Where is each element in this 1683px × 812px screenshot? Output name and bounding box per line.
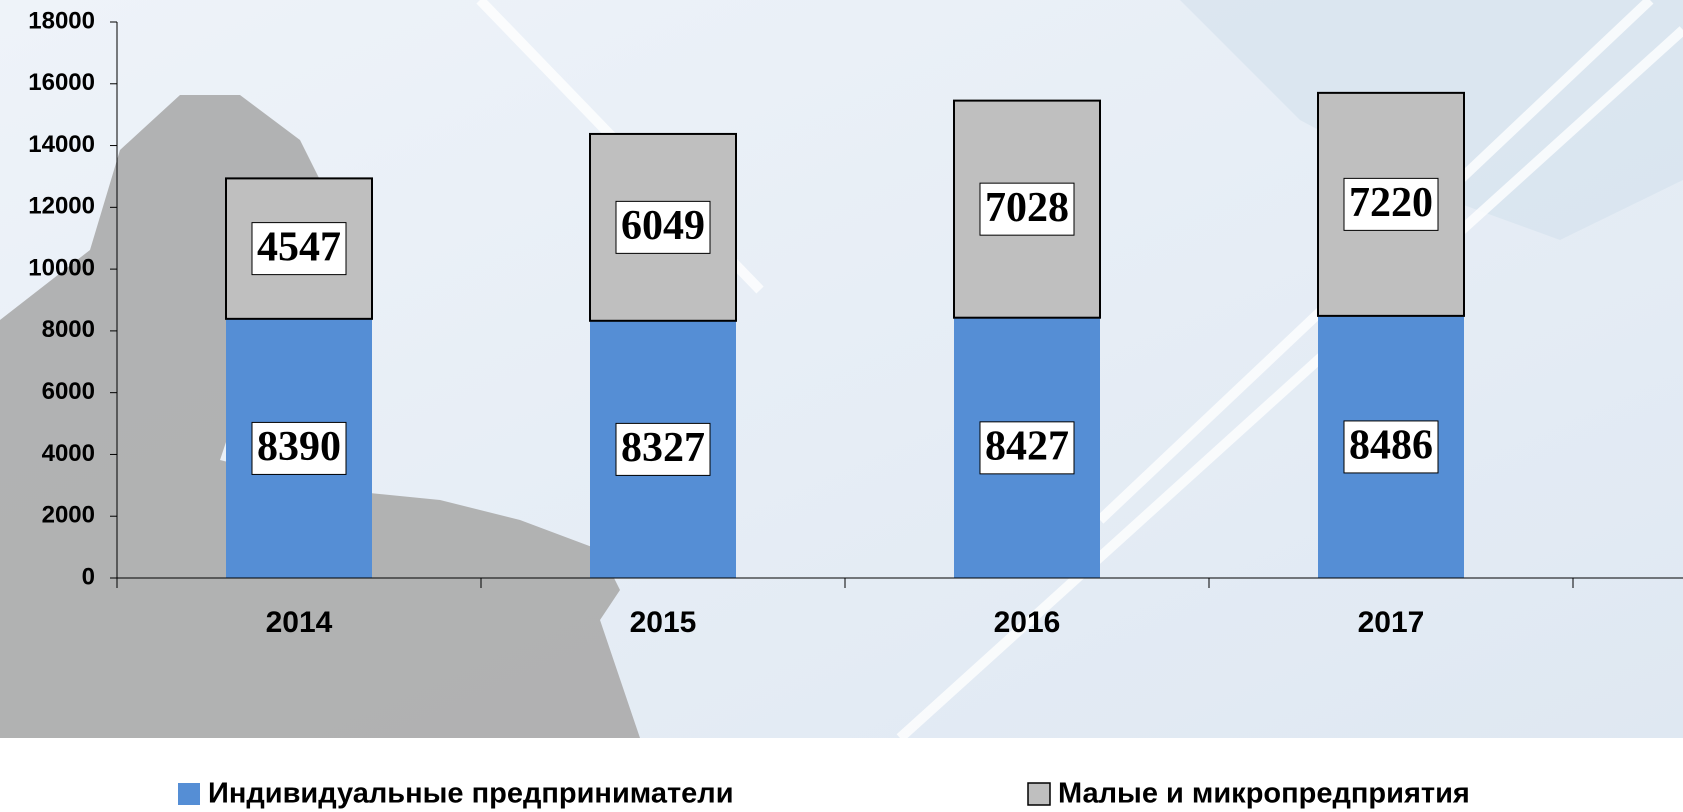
- legend-label: Малые и микропредприятия: [1058, 778, 1470, 810]
- value-label: 4547: [257, 224, 341, 270]
- x-tick-label: 2017: [1358, 606, 1425, 639]
- x-tick-label: 2015: [630, 606, 697, 639]
- legend-swatch: [178, 783, 200, 805]
- value-label: 6049: [621, 203, 705, 249]
- y-tick-label: 12000: [28, 193, 95, 220]
- y-tick-label: 16000: [28, 69, 95, 96]
- legend-label: Индивидуальные предприниматели: [208, 778, 734, 810]
- y-tick-label: 2000: [42, 502, 95, 529]
- y-tick-label: 18000: [28, 7, 95, 34]
- silhouette: [0, 95, 640, 738]
- value-label-box: [979, 421, 1075, 475]
- value-label: 8486: [1349, 423, 1433, 469]
- value-label: 8427: [985, 423, 1069, 469]
- value-label-box: [615, 422, 711, 476]
- value-label: 8327: [621, 425, 705, 471]
- y-tick-label: 0: [82, 563, 95, 590]
- y-tick-label: 8000: [42, 316, 95, 343]
- value-label: 7220: [1349, 180, 1433, 226]
- x-tick-label: 2014: [266, 606, 333, 639]
- y-tick-label: 6000: [42, 378, 95, 405]
- value-label-box: [615, 200, 711, 254]
- legend-band: [0, 738, 1683, 812]
- value-label-box: [979, 182, 1075, 236]
- value-label: 7028: [985, 185, 1069, 231]
- y-tick-label: 14000: [28, 131, 95, 158]
- value-label-box: [251, 222, 347, 276]
- value-label-box: [251, 421, 347, 475]
- y-tick-label: 4000: [42, 440, 95, 467]
- x-tick-label: 2016: [994, 606, 1061, 639]
- value-label-box: [1343, 420, 1439, 474]
- y-tick-label: 10000: [28, 254, 95, 281]
- value-label: 8390: [257, 424, 341, 470]
- legend-swatch: [1027, 782, 1051, 806]
- value-label-box: [1343, 177, 1439, 231]
